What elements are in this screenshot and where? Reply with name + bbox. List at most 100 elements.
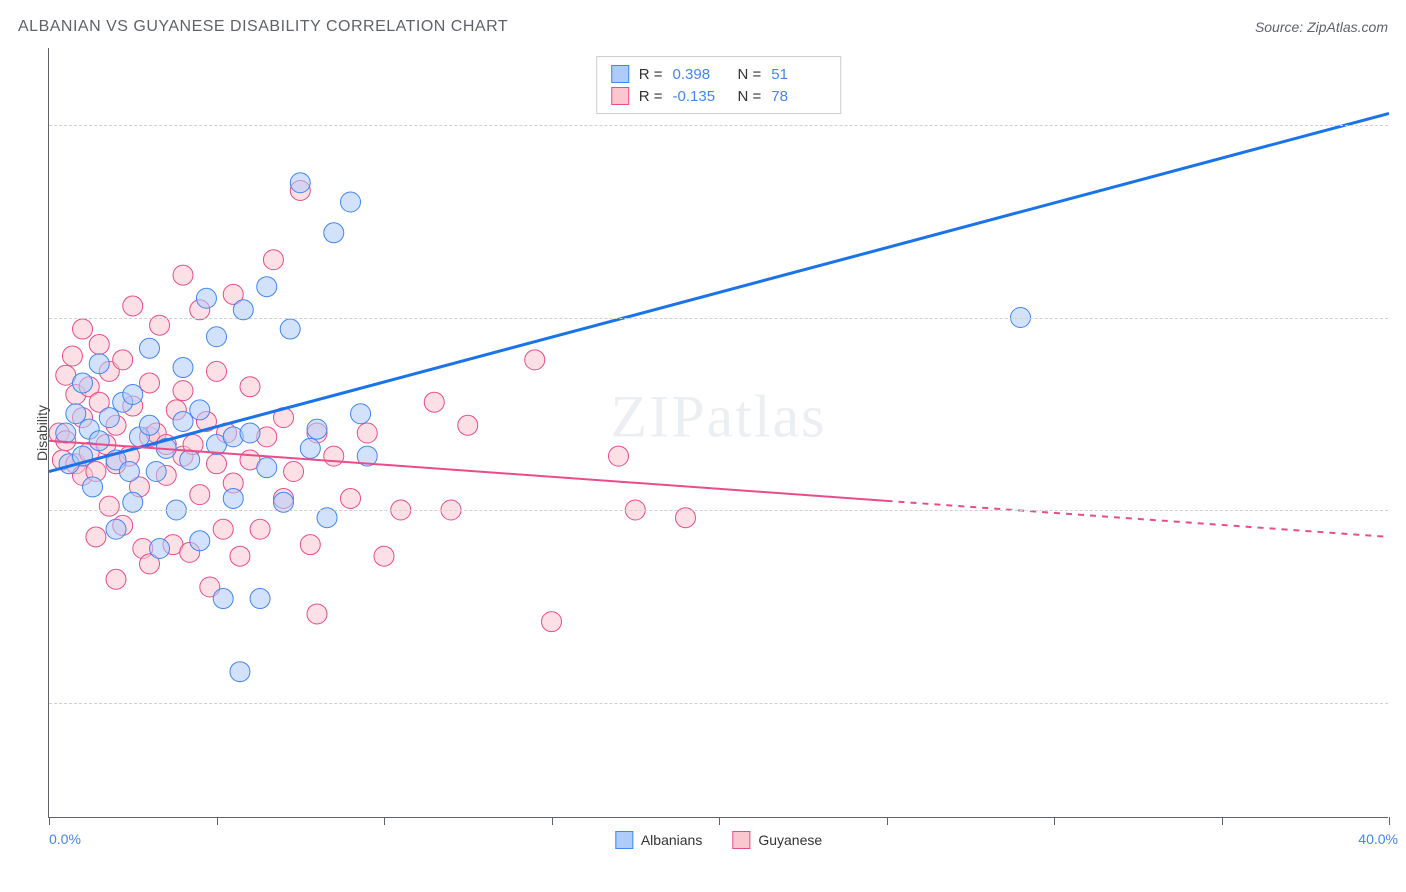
data-point <box>123 296 143 316</box>
data-point <box>207 327 227 347</box>
data-point <box>300 535 320 555</box>
square-swatch-icon <box>611 87 629 105</box>
data-point <box>106 519 126 539</box>
data-point <box>223 488 243 508</box>
x-tick <box>384 817 385 825</box>
data-point <box>73 319 93 339</box>
stat-label-n: N = <box>738 88 762 105</box>
data-point <box>280 319 300 339</box>
data-point <box>89 334 109 354</box>
series-legend: Albanians Guyanese <box>615 831 822 849</box>
chart-title: ALBANIAN VS GUYANESE DISABILITY CORRELAT… <box>18 18 508 36</box>
y-tick-label: 20.0% <box>1398 117 1406 133</box>
data-point <box>173 265 193 285</box>
data-point <box>180 450 200 470</box>
x-tick <box>1222 817 1223 825</box>
data-point <box>140 373 160 393</box>
x-tick <box>49 817 50 825</box>
trendline <box>49 113 1389 471</box>
x-tick <box>1389 817 1390 825</box>
data-point <box>290 173 310 193</box>
stat-label-n: N = <box>738 66 762 83</box>
data-point <box>300 438 320 458</box>
data-point <box>341 192 361 212</box>
legend-item-guyanese: Guyanese <box>732 831 822 849</box>
legend-label: Guyanese <box>758 832 822 848</box>
stat-value-n: 51 <box>771 66 826 83</box>
square-swatch-icon <box>611 65 629 83</box>
data-point <box>99 496 119 516</box>
data-point <box>89 431 109 451</box>
data-point <box>207 454 227 474</box>
data-point <box>458 415 478 435</box>
data-point <box>609 446 629 466</box>
data-point <box>190 400 210 420</box>
square-swatch-icon <box>732 831 750 849</box>
gridline <box>49 703 1388 704</box>
data-point <box>73 373 93 393</box>
data-point <box>213 589 233 609</box>
data-point <box>525 350 545 370</box>
data-point <box>123 385 143 405</box>
x-tick <box>217 817 218 825</box>
data-point <box>250 519 270 539</box>
data-point <box>196 288 216 308</box>
data-point <box>173 381 193 401</box>
gridline <box>49 318 1388 319</box>
stat-label-r: R = <box>639 66 663 83</box>
plot-area: ZIPatlas 5.0%10.0%15.0%20.0% 0.0% 40.0% … <box>48 48 1388 818</box>
y-tick-label: 15.0% <box>1398 310 1406 326</box>
y-tick-label: 10.0% <box>1398 502 1406 518</box>
data-point <box>240 423 260 443</box>
x-axis-origin-label: 0.0% <box>49 831 81 847</box>
stats-row-albanians: R = 0.398 N = 51 <box>611 63 827 85</box>
y-axis-label: Disability <box>34 404 50 460</box>
trendline-dashed <box>887 501 1390 537</box>
stat-value-r: 0.398 <box>673 66 728 83</box>
data-point <box>66 404 86 424</box>
x-tick <box>887 817 888 825</box>
data-point <box>173 358 193 378</box>
data-point <box>230 546 250 566</box>
data-point <box>62 346 82 366</box>
data-point <box>213 519 233 539</box>
data-point <box>284 462 304 482</box>
data-point <box>207 361 227 381</box>
y-tick-label: 5.0% <box>1398 695 1406 711</box>
data-point <box>263 250 283 270</box>
data-point <box>324 223 344 243</box>
data-point <box>173 411 193 431</box>
data-point <box>424 392 444 412</box>
data-point <box>324 446 344 466</box>
data-point <box>140 415 160 435</box>
x-axis-max-label: 40.0% <box>1358 831 1398 847</box>
stats-legend-box: R = 0.398 N = 51 R = -0.135 N = 78 <box>596 56 842 114</box>
data-point <box>146 462 166 482</box>
data-point <box>56 423 76 443</box>
data-point <box>257 458 277 478</box>
data-point <box>190 485 210 505</box>
legend-item-albanians: Albanians <box>615 831 703 849</box>
data-point <box>341 488 361 508</box>
data-point <box>307 419 327 439</box>
data-point <box>374 546 394 566</box>
correlation-chart: ZIPatlas 5.0%10.0%15.0%20.0% 0.0% 40.0% … <box>48 48 1388 818</box>
stat-value-n: 78 <box>771 88 826 105</box>
data-point <box>357 423 377 443</box>
data-point <box>542 612 562 632</box>
data-point <box>86 527 106 547</box>
x-tick <box>1054 817 1055 825</box>
stat-value-r: -0.135 <box>673 88 728 105</box>
data-point <box>106 569 126 589</box>
data-point <box>89 354 109 374</box>
x-tick <box>719 817 720 825</box>
data-point <box>83 477 103 497</box>
data-point <box>150 539 170 559</box>
legend-label: Albanians <box>641 832 703 848</box>
square-swatch-icon <box>615 831 633 849</box>
data-point <box>119 462 139 482</box>
gridline <box>49 125 1388 126</box>
data-point <box>99 408 119 428</box>
stats-row-guyanese: R = -0.135 N = 78 <box>611 85 827 107</box>
data-point <box>190 531 210 551</box>
